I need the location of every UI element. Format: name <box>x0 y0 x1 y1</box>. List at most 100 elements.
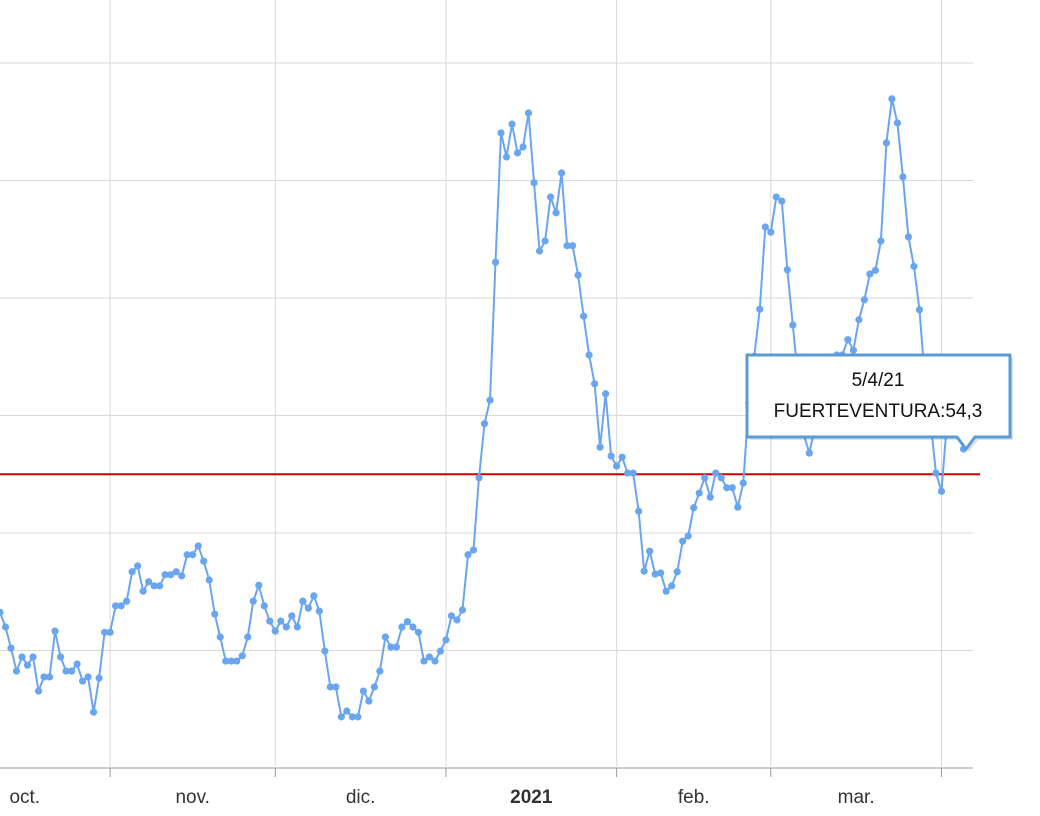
data-point <box>596 443 604 451</box>
tooltip: 5/4/21 FUERTEVENTURA:54,3 <box>745 353 1013 452</box>
data-point <box>557 169 566 177</box>
data-point <box>326 683 334 691</box>
data-point <box>657 569 665 577</box>
data-point <box>668 582 676 590</box>
data-point <box>211 610 219 618</box>
x-tick-label: oct. <box>9 787 40 808</box>
data-point <box>442 636 450 644</box>
data-point <box>431 657 439 665</box>
data-point <box>409 623 417 631</box>
data-point <box>453 616 461 624</box>
data-point <box>646 547 654 555</box>
data-point <box>73 660 81 668</box>
data-point <box>106 628 114 636</box>
data-point <box>535 247 544 255</box>
data-point <box>139 587 147 595</box>
data-point <box>480 420 489 428</box>
data-point <box>436 647 445 655</box>
data-point <box>288 612 296 620</box>
data-point <box>365 697 373 705</box>
data-point <box>690 504 698 512</box>
data-point <box>508 120 516 128</box>
data-point <box>772 193 780 201</box>
data-point <box>778 197 786 205</box>
data-point <box>552 209 560 217</box>
data-point <box>767 228 775 236</box>
data-point <box>293 623 301 631</box>
data-point <box>56 653 65 661</box>
data-point <box>370 683 378 691</box>
data-point <box>123 597 131 605</box>
tooltip-title: 5/4/21 <box>852 370 905 391</box>
data-point <box>167 571 175 579</box>
data-point <box>194 542 202 550</box>
data-point <box>51 627 59 635</box>
data-point <box>585 351 593 359</box>
data-point <box>458 606 467 614</box>
data-point <box>783 266 791 274</box>
data-point <box>855 316 863 324</box>
data-point <box>403 618 412 626</box>
x-tick-label: nov. <box>175 787 210 808</box>
data-point <box>178 572 186 580</box>
data-point <box>222 657 230 665</box>
data-point <box>0 608 4 616</box>
data-point <box>337 713 345 721</box>
data-point <box>216 633 224 641</box>
data-point <box>387 643 395 651</box>
data-point <box>304 604 312 612</box>
data-point <box>739 479 747 487</box>
data-point <box>860 296 868 304</box>
data-point <box>756 305 764 313</box>
data-point <box>871 266 879 274</box>
data-point <box>244 633 252 641</box>
x-tick-label: 2021 <box>510 787 553 808</box>
data-point <box>414 628 423 636</box>
data-point <box>469 546 478 554</box>
data-point <box>602 390 610 398</box>
data-point <box>249 597 257 605</box>
data-point <box>145 578 153 586</box>
data-point <box>866 270 874 278</box>
data-point <box>789 321 797 329</box>
data-point <box>381 633 389 641</box>
data-point <box>134 562 142 570</box>
data-point <box>613 462 621 470</box>
data-point <box>150 582 158 590</box>
data-point <box>497 129 505 137</box>
data-point <box>888 95 896 103</box>
data-point <box>673 568 681 576</box>
data-point <box>45 673 54 681</box>
data-point <box>62 667 70 675</box>
data-point <box>89 708 98 716</box>
data-point <box>376 667 384 675</box>
data-point <box>932 469 940 477</box>
data-point <box>684 532 692 540</box>
data-point <box>844 336 852 344</box>
data-point <box>205 576 213 584</box>
data-point <box>546 193 555 201</box>
data-point <box>315 607 323 615</box>
data-point <box>117 602 125 610</box>
data-point <box>310 592 318 600</box>
tooltip-box <box>745 353 1012 452</box>
data-point <box>618 453 626 461</box>
data-point <box>662 587 670 595</box>
data-point <box>354 713 362 721</box>
data-point <box>568 242 577 250</box>
data-point <box>486 396 494 404</box>
x-tick-label: dic. <box>346 787 376 808</box>
data-point <box>183 551 191 559</box>
data-point <box>101 628 109 636</box>
data-point <box>78 677 87 685</box>
data-point <box>899 173 907 181</box>
data-point <box>574 271 582 279</box>
data-point <box>332 683 340 691</box>
data-point <box>67 667 76 675</box>
data-point <box>513 149 522 157</box>
data-point <box>321 647 329 655</box>
data-point <box>398 623 406 631</box>
data-point <box>128 568 136 576</box>
